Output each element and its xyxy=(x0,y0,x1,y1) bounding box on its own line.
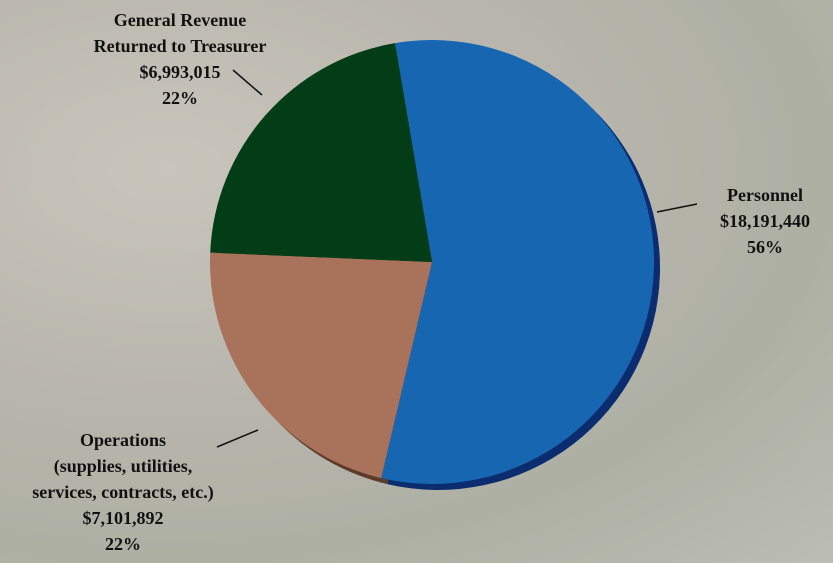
category-label: Personnel xyxy=(727,185,803,205)
category-label: General Revenue Returned to Treasurer xyxy=(93,10,267,56)
category-label: Operations (supplies, utilities, service… xyxy=(32,430,214,502)
slice xyxy=(210,252,432,479)
leader-line xyxy=(656,203,698,213)
percent-label: 22% xyxy=(162,88,198,108)
slice-label: General Revenue Returned to Treasurer $6,… xyxy=(94,7,267,111)
percent-label: 56% xyxy=(747,237,783,257)
slice xyxy=(210,43,432,262)
leader-line xyxy=(232,69,263,96)
slice-label: Operations (supplies, utilities, service… xyxy=(32,427,213,557)
slice xyxy=(381,40,655,484)
value-label: $18,191,440 xyxy=(720,211,810,231)
value-label: $7,101,892 xyxy=(82,508,164,528)
value-label: $6,993,015 xyxy=(139,62,221,82)
leader-line xyxy=(216,429,259,448)
percent-label: 22% xyxy=(105,534,141,554)
slice-label: Personnel $18,191,440 56% xyxy=(720,182,810,260)
